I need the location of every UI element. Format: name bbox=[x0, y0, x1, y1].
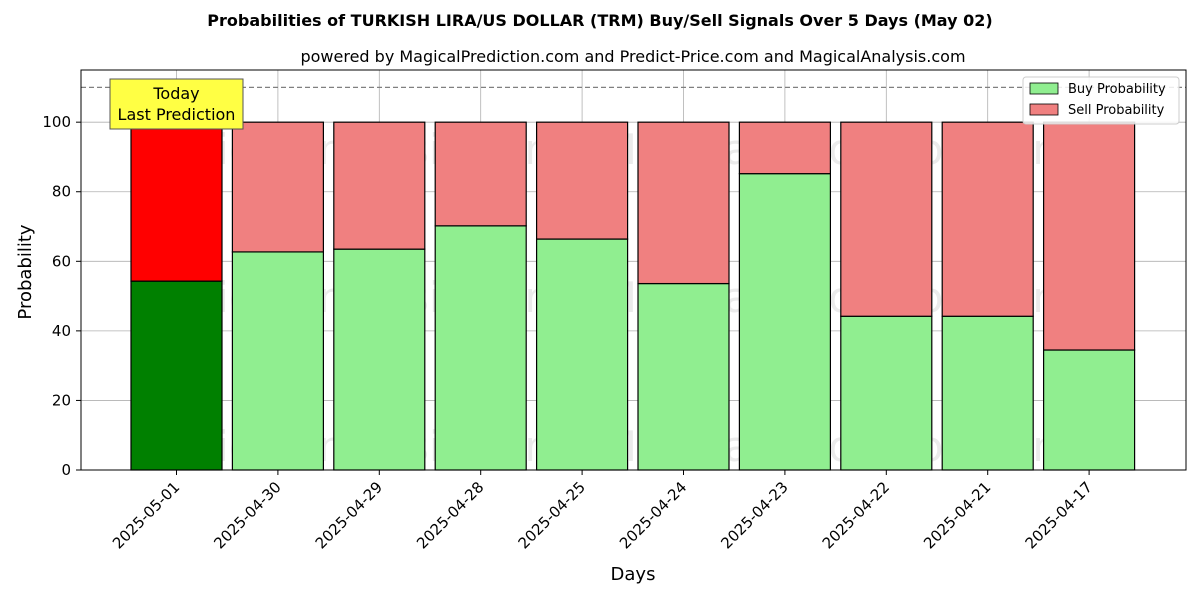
buy-bar bbox=[840, 315, 933, 471]
y-tick-label: 80 bbox=[52, 183, 71, 201]
legend-swatch-sell bbox=[1029, 103, 1059, 116]
x-tick-label: 2025-04-25 bbox=[515, 478, 589, 552]
x-tick-label: 2025-04-24 bbox=[616, 478, 690, 552]
x-tick-label: 2025-04-23 bbox=[717, 478, 791, 552]
buy-bar bbox=[1042, 349, 1136, 471]
legend-label-sell: Sell Probability bbox=[1068, 103, 1165, 118]
sell-bar bbox=[637, 121, 730, 285]
x-tick-label: 2025-04-17 bbox=[1022, 478, 1096, 552]
y-axis-label: Probability bbox=[15, 224, 36, 319]
sell-bar bbox=[434, 121, 527, 227]
bars bbox=[130, 121, 1136, 471]
sell-bar bbox=[840, 121, 933, 317]
sell-bar bbox=[231, 121, 324, 253]
sell-bar bbox=[535, 121, 629, 240]
buy-bar bbox=[738, 173, 832, 471]
buy-bar bbox=[130, 280, 223, 471]
plot-frame bbox=[80, 69, 1187, 471]
sell-bar bbox=[1042, 121, 1136, 351]
y-tick-label: 60 bbox=[52, 252, 71, 270]
y-tick-label: 40 bbox=[52, 322, 71, 340]
chart-title: Probabilities of TURKISH LIRA/US DOLLAR … bbox=[207, 11, 992, 30]
buy-bar bbox=[941, 315, 1034, 471]
sell-bar bbox=[130, 121, 223, 282]
y-tick-label: 0 bbox=[61, 461, 71, 479]
buy-bar bbox=[231, 251, 324, 471]
x-axis-label: Days bbox=[611, 564, 656, 585]
x-tick-label: 2025-04-22 bbox=[819, 478, 893, 552]
buy-bar bbox=[333, 248, 426, 471]
annotation-box bbox=[109, 78, 244, 130]
x-tick-label: 2025-04-30 bbox=[210, 478, 284, 552]
legend-label-buy: Buy Probability bbox=[1068, 82, 1166, 97]
buy-bar bbox=[535, 238, 629, 471]
buy-bar bbox=[434, 225, 527, 471]
y-tick-label: 20 bbox=[52, 391, 71, 409]
today-annotation: Today Last Prediction bbox=[109, 78, 244, 130]
sell-bar bbox=[333, 121, 426, 250]
legend-frame bbox=[1022, 76, 1180, 125]
x-tick-label: 2025-04-28 bbox=[413, 478, 487, 552]
x-tick-label: 2025-04-21 bbox=[920, 478, 994, 552]
annotation-line-2: Last Prediction bbox=[118, 105, 236, 124]
x-tick-label: 2025-05-01 bbox=[109, 478, 183, 552]
sell-bar bbox=[738, 121, 832, 175]
y-tick-label: 100 bbox=[42, 113, 71, 131]
chart-subtitle: powered by MagicalPrediction.com and Pre… bbox=[300, 47, 965, 66]
sell-bar bbox=[941, 121, 1034, 317]
legend: Buy Probability Sell Probability bbox=[1022, 76, 1180, 125]
x-tick-label: 2025-04-29 bbox=[312, 478, 386, 552]
legend-swatch-buy bbox=[1029, 82, 1059, 95]
buy-bar bbox=[637, 282, 730, 471]
annotation-line-1: Today bbox=[152, 84, 199, 103]
